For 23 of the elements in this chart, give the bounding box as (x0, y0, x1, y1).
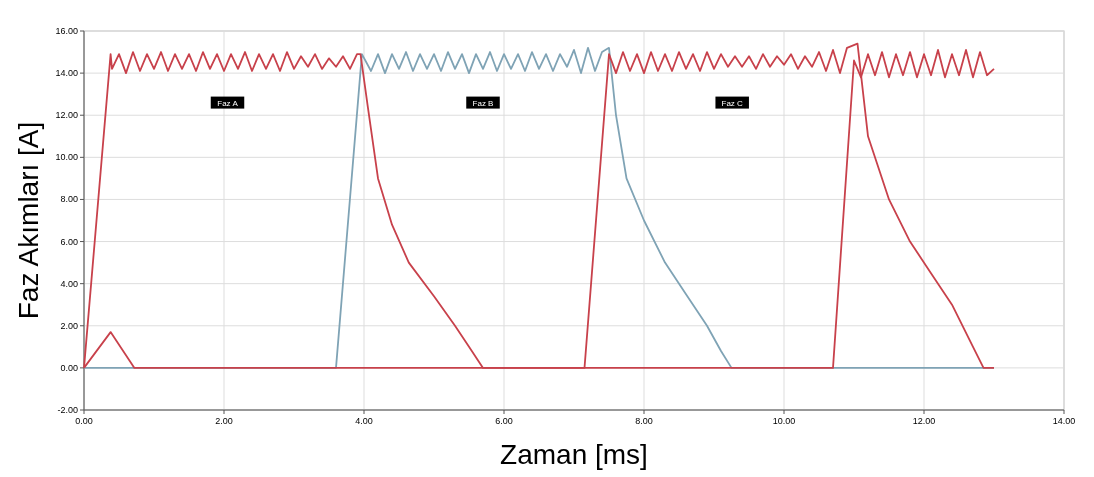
x-tick-label: 6.00 (495, 416, 513, 426)
annotation: Faz C (721, 98, 744, 108)
x-tick-label: 2.00 (215, 416, 233, 426)
y-axis-title: Faz Akımları [A] (13, 121, 44, 320)
x-tick-label: 0.00 (75, 416, 93, 426)
x-tick-label: 10.00 (772, 416, 796, 426)
y-tick-label: 8.00 (60, 194, 78, 205)
x-tick-label: 12.00 (912, 416, 936, 426)
y-tick-label: 6.00 (60, 236, 78, 247)
y-tick-label: 10.00 (55, 152, 78, 163)
y-tick-label: 12.00 (55, 110, 78, 121)
x-axis-title: Zaman [ms] (500, 439, 648, 470)
y-tick-label: 0.00 (60, 362, 78, 373)
annotation: Faz A (217, 98, 239, 108)
x-tick-label: 14.00 (1052, 416, 1076, 426)
y-tick-label: 16.00 (55, 26, 78, 36)
x-tick-label: 4.00 (355, 416, 373, 426)
x-tick-label: 8.00 (635, 416, 653, 426)
annotation: Faz B (472, 98, 494, 108)
y-tick-label: 4.00 (60, 278, 78, 289)
y-tick-label: -2.00 (57, 405, 78, 415)
y-tick-label: 2.00 (60, 320, 78, 331)
y-tick-label: 14.00 (55, 68, 78, 79)
